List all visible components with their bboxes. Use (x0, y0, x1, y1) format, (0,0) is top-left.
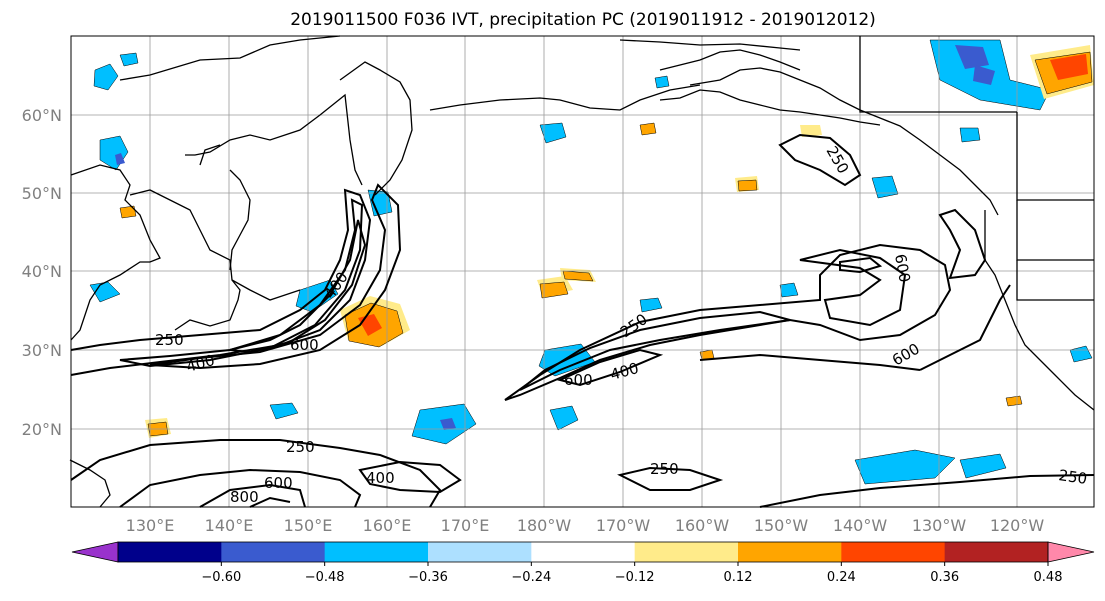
colorbar-tick-label: 0.12 (724, 570, 753, 585)
colorbar-extension-low (71, 541, 119, 563)
colorbar-segment (531, 542, 636, 562)
lon-label: 130°E (126, 516, 175, 535)
colorbar-tick-label: 0.24 (827, 570, 856, 585)
colorbar-tick-label: −0.48 (305, 570, 345, 585)
lon-label: 140°W (833, 516, 888, 535)
lat-label: 30°N (22, 341, 62, 360)
colorbar-segment (634, 542, 739, 562)
contour-label: 400 (366, 469, 395, 487)
lon-label: 140°E (205, 516, 254, 535)
colorbar-tick-label: −0.12 (615, 570, 655, 585)
lon-labels: 130°E 140°E 150°E 160°E 170°E 180°W 170°… (126, 516, 1045, 535)
lat-label: 40°N (22, 262, 62, 281)
contour-label: 600 (891, 253, 914, 284)
colorbar-segment (324, 542, 429, 562)
colorbar-segment (428, 542, 532, 562)
lon-label: 170°W (596, 516, 651, 535)
contour-label: 250 (155, 331, 184, 349)
figure-title: 2019011500 F036 IVT, precipitation PC (2… (290, 10, 876, 30)
coastlines (69, 35, 1095, 508)
ivt-contours (70, 133, 1095, 508)
colorbar-extension-high (1047, 541, 1095, 563)
lon-label: 160°E (363, 516, 412, 535)
contour-label: 600 (290, 336, 319, 354)
lon-label: 180°W (517, 516, 572, 535)
colorbar-tick-label: −0.36 (408, 570, 448, 585)
lat-label: 60°N (22, 106, 62, 125)
lon-label: 120°W (990, 516, 1045, 535)
colorbar-segment (944, 542, 1049, 562)
contour-label: 600 (264, 474, 293, 492)
colorbar-segment (738, 542, 842, 562)
lat-labels: 60°N 50°N 40°N 30°N 20°N (22, 106, 62, 439)
contour-label: 250 (286, 438, 315, 456)
colorbar-segment (841, 542, 946, 562)
colorbar-segment (221, 542, 326, 562)
graticule (71, 36, 1094, 507)
lon-label: 170°E (441, 516, 490, 535)
map-frame (70, 35, 1095, 508)
colorbar-tick-label: −0.24 (511, 570, 551, 585)
lon-label: 150°W (754, 516, 809, 535)
contour-label: 250 (650, 460, 679, 478)
colorbar-segment (118, 542, 222, 562)
lat-label: 50°N (22, 184, 62, 203)
lat-label: 20°N (22, 420, 62, 439)
colorbar-tick-label: 0.48 (1034, 570, 1063, 585)
contour-label: 600 (564, 371, 593, 389)
lon-label: 150°E (284, 516, 333, 535)
lon-label: 160°W (675, 516, 730, 535)
lon-label: 130°W (912, 516, 967, 535)
contour-label: 250 (1057, 466, 1088, 488)
map-panel: 250 400 600 400 250 600 400 250 250 600 … (69, 35, 1095, 508)
colorbar-tick-label: −0.60 (201, 570, 241, 585)
colorbar-frame (117, 541, 1049, 563)
colorbar: −0.60 −0.48 −0.36 −0.24 −0.12 0.12 0.24 0.36 0.4… (71, 541, 1095, 585)
colorbar-tick-label: 0.36 (930, 570, 959, 585)
contour-label: 800 (230, 488, 259, 506)
